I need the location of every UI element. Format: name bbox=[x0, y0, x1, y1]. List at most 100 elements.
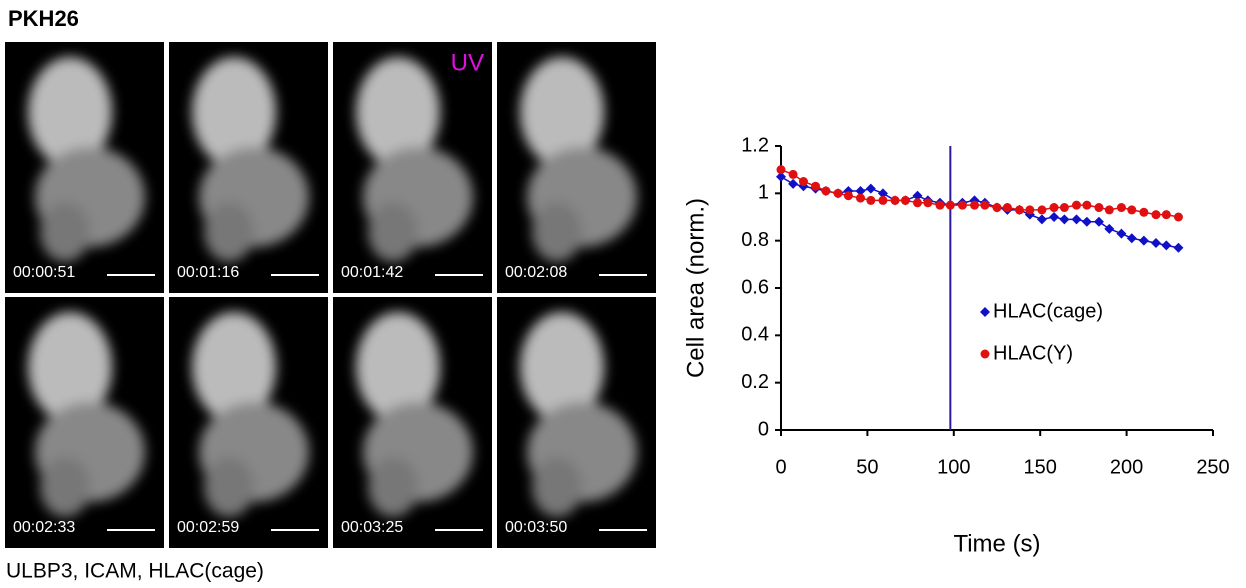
data-point bbox=[1071, 214, 1082, 225]
cell bbox=[520, 57, 637, 262]
data-point bbox=[1025, 205, 1035, 215]
cell-body bbox=[532, 202, 582, 262]
timestamp: 00:02:33 bbox=[13, 519, 75, 536]
x-tick-label: 100 bbox=[937, 456, 970, 478]
data-point bbox=[1161, 240, 1172, 251]
caption: ULBP3, ICAM, HLAC(cage) bbox=[6, 560, 264, 583]
x-tick-label: 250 bbox=[1196, 456, 1229, 478]
data-point bbox=[935, 200, 945, 210]
data-point bbox=[1173, 212, 1183, 222]
timestamp: 00:01:42 bbox=[341, 264, 403, 281]
data-point bbox=[980, 200, 990, 210]
y-tick-label: 1 bbox=[758, 182, 769, 204]
data-point bbox=[1126, 233, 1137, 244]
x-tick-label: 200 bbox=[1110, 456, 1143, 478]
x-tick-label: 0 bbox=[775, 456, 786, 478]
data-point bbox=[776, 171, 786, 182]
cell-body bbox=[368, 202, 418, 262]
cell bbox=[356, 312, 473, 517]
data-point bbox=[992, 203, 1002, 213]
cell-body bbox=[40, 457, 90, 517]
y-tick-label: 1.2 bbox=[741, 134, 769, 156]
timestamp: 00:00:51 bbox=[13, 264, 75, 281]
data-point bbox=[855, 185, 866, 196]
data-point bbox=[945, 200, 955, 210]
data-point bbox=[843, 191, 853, 201]
data-point bbox=[1049, 203, 1059, 213]
timestamp: 00:02:08 bbox=[505, 264, 567, 281]
y-tick-label: 0.6 bbox=[741, 276, 769, 298]
data-point bbox=[821, 186, 831, 196]
cell-body bbox=[28, 312, 112, 422]
y-tick-label: 0.4 bbox=[741, 324, 769, 346]
data-point bbox=[877, 188, 888, 199]
data-point bbox=[1094, 203, 1104, 213]
timestamp: 00:03:25 bbox=[341, 519, 403, 536]
x-tick-label: 150 bbox=[1024, 456, 1057, 478]
y-tick-label: 0.2 bbox=[741, 371, 769, 393]
data-point bbox=[1104, 205, 1114, 215]
cell bbox=[356, 57, 473, 262]
cell-body bbox=[520, 57, 604, 167]
legend-label: HLAC(Y) bbox=[993, 342, 1073, 364]
data-point bbox=[1059, 214, 1070, 225]
y-tick-label: 0 bbox=[758, 418, 769, 440]
cell-body bbox=[368, 457, 418, 517]
y-tick-label: 0.8 bbox=[741, 229, 769, 251]
data-point bbox=[1093, 216, 1104, 227]
data-point bbox=[878, 195, 888, 205]
cell-body bbox=[40, 202, 90, 262]
cell-body bbox=[356, 312, 440, 422]
data-point bbox=[1138, 235, 1149, 246]
data-point bbox=[788, 178, 799, 189]
data-point bbox=[1049, 212, 1060, 222]
data-point bbox=[913, 198, 923, 208]
data-point bbox=[1037, 205, 1047, 215]
timestamp: 00:03:50 bbox=[505, 519, 567, 536]
cell bbox=[28, 312, 145, 517]
timestamp: 00:02:59 bbox=[177, 519, 239, 536]
data-point bbox=[811, 181, 821, 191]
uv-label: UV bbox=[451, 49, 484, 76]
data-point bbox=[1014, 205, 1024, 215]
data-point bbox=[1173, 242, 1184, 253]
data-point bbox=[833, 188, 843, 198]
data-point bbox=[798, 177, 808, 186]
data-point bbox=[865, 183, 876, 194]
legend-label: HLAC(cage) bbox=[993, 300, 1103, 322]
data-point bbox=[776, 165, 786, 175]
legend-marker bbox=[980, 307, 990, 317]
timestamp: 00:01:16 bbox=[177, 264, 239, 281]
data-point bbox=[1104, 223, 1115, 234]
data-point bbox=[900, 195, 910, 205]
data-point bbox=[855, 193, 865, 203]
data-point bbox=[970, 200, 980, 210]
data-point bbox=[1071, 200, 1081, 210]
cell-body bbox=[28, 57, 112, 167]
data-point bbox=[1036, 214, 1047, 225]
data-point bbox=[1082, 200, 1092, 210]
data-point bbox=[890, 195, 900, 205]
cell-body bbox=[356, 57, 440, 167]
cell-body bbox=[204, 457, 254, 517]
data-point bbox=[1127, 205, 1137, 215]
cell-body bbox=[532, 457, 582, 517]
data-point bbox=[1150, 238, 1161, 249]
data-point bbox=[1081, 216, 1092, 227]
series-line bbox=[780, 176, 1179, 249]
data-point bbox=[1059, 203, 1069, 213]
x-axis-label: Time (s) bbox=[953, 530, 1040, 557]
data-point bbox=[1116, 228, 1127, 239]
data-point bbox=[1151, 210, 1161, 220]
data-point bbox=[1002, 203, 1012, 213]
data-point bbox=[866, 195, 876, 205]
cell bbox=[192, 57, 309, 262]
cell-body bbox=[520, 312, 604, 422]
x-tick-label: 50 bbox=[856, 456, 878, 478]
y-axis-label: Cell area (norm.) bbox=[682, 198, 709, 378]
figure-title: PKH26 bbox=[8, 6, 79, 31]
cell-body bbox=[192, 57, 276, 167]
cell bbox=[520, 312, 637, 517]
data-point bbox=[1161, 210, 1171, 220]
